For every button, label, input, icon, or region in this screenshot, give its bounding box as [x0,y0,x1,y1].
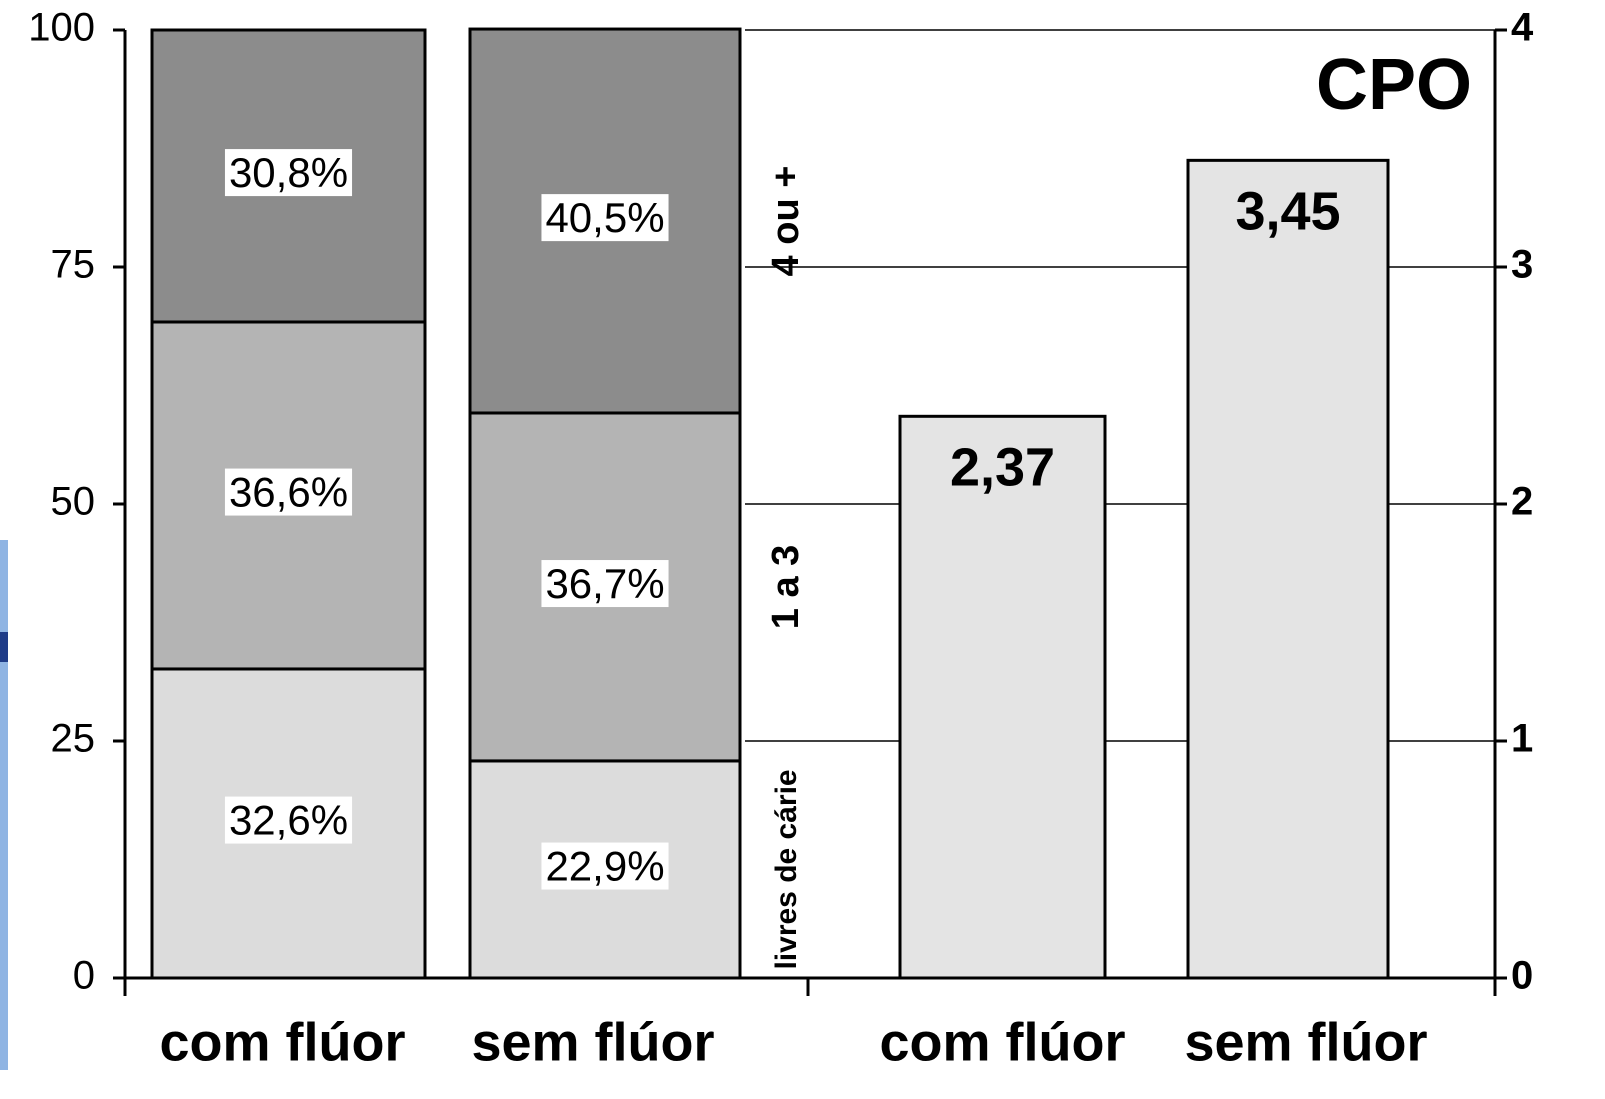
x-tick-label: sem flúor [1184,1012,1427,1072]
y2-tick-label: 1 [1511,717,1533,761]
value-label-bg [224,149,353,197]
value-label: 3,45 [1235,182,1340,242]
value-label-bg [541,560,669,608]
y-tick-label: 100 [28,6,95,50]
y2-tick-label: 3 [1511,243,1533,287]
value-label-bg [541,194,669,242]
y-tick-label: 50 [51,480,96,524]
x-tick-label: com flúor [879,1012,1125,1072]
y-tick-label: 25 [51,717,96,761]
value-label: 2,37 [950,438,1055,498]
y2-tick-label: 4 [1511,6,1534,50]
chart-title: CPO [1316,45,1472,125]
value-label: 36,7% [545,560,664,607]
legend-label: 4 ou + [765,166,807,277]
bar [898,414,1107,980]
value-label: 36,6% [229,469,348,516]
value-label: 30,8% [229,149,348,196]
y-tick-label: 0 [73,954,95,998]
y-tick-label: 75 [51,243,96,287]
edge-stripe [0,540,8,1070]
bar [1186,158,1390,980]
value-label-bg [541,842,669,890]
legend-label: 1 a 3 [765,545,807,630]
value-label-bg [224,796,353,844]
edge-stripe-mark [0,632,8,662]
value-label: 22,9% [545,843,664,890]
y2-tick-label: 2 [1511,480,1533,524]
y2-tick-label: 0 [1511,954,1533,998]
x-tick-label: com flúor [159,1012,405,1072]
value-label: 32,6% [229,797,348,844]
value-label: 40,5% [545,194,664,241]
legend-label: livres de cárie [770,769,803,969]
x-tick-label: sem flúor [471,1012,714,1072]
value-label-bg [224,468,353,516]
